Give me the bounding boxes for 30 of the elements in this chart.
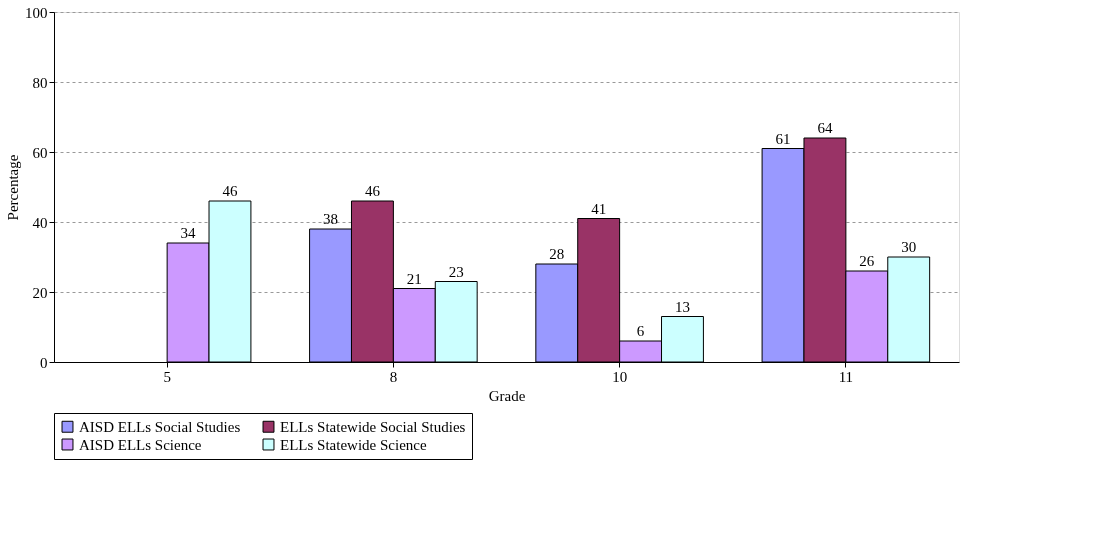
data-label: 46 — [364, 183, 381, 199]
y-tick-label: 20 — [32, 284, 48, 301]
x-axis-title: Grade — [488, 387, 526, 404]
y-tick-label: 60 — [32, 144, 48, 161]
y-tick-label: 0 — [40, 354, 48, 371]
data-label: 21 — [406, 270, 422, 287]
x-tick-label: 11 — [838, 368, 854, 385]
data-label: 64 — [817, 120, 833, 136]
x-tick-label: 10 — [612, 368, 628, 385]
data-label: 34 — [180, 225, 197, 241]
y-axis-title: Percentage — [5, 154, 21, 221]
data-label: 28 — [549, 246, 565, 262]
legend-label: AISD ELLs Science — [79, 436, 202, 453]
x-tick-label: 8 — [389, 368, 398, 385]
data-label: 23 — [448, 263, 464, 280]
legend-label: ELLs Statewide Science — [280, 436, 427, 453]
data-label: 38 — [323, 211, 339, 227]
data-label: 6 — [636, 323, 645, 339]
y-tick-label: 100 — [25, 4, 48, 21]
data-label: 41 — [591, 200, 607, 217]
x-tick-label: 5 — [163, 368, 171, 385]
data-label: 26 — [859, 253, 875, 269]
y-tick-label: 40 — [32, 214, 48, 231]
y-tick-label: 80 — [32, 74, 48, 91]
legend-label: ELLs Statewide Social Studies — [280, 418, 466, 435]
legend-label: AISD ELLs Social Studies — [79, 418, 241, 435]
data-label: 61 — [775, 130, 791, 147]
data-label: 46 — [222, 183, 238, 199]
data-label: 30 — [901, 239, 917, 255]
data-label: 13 — [674, 298, 690, 315]
